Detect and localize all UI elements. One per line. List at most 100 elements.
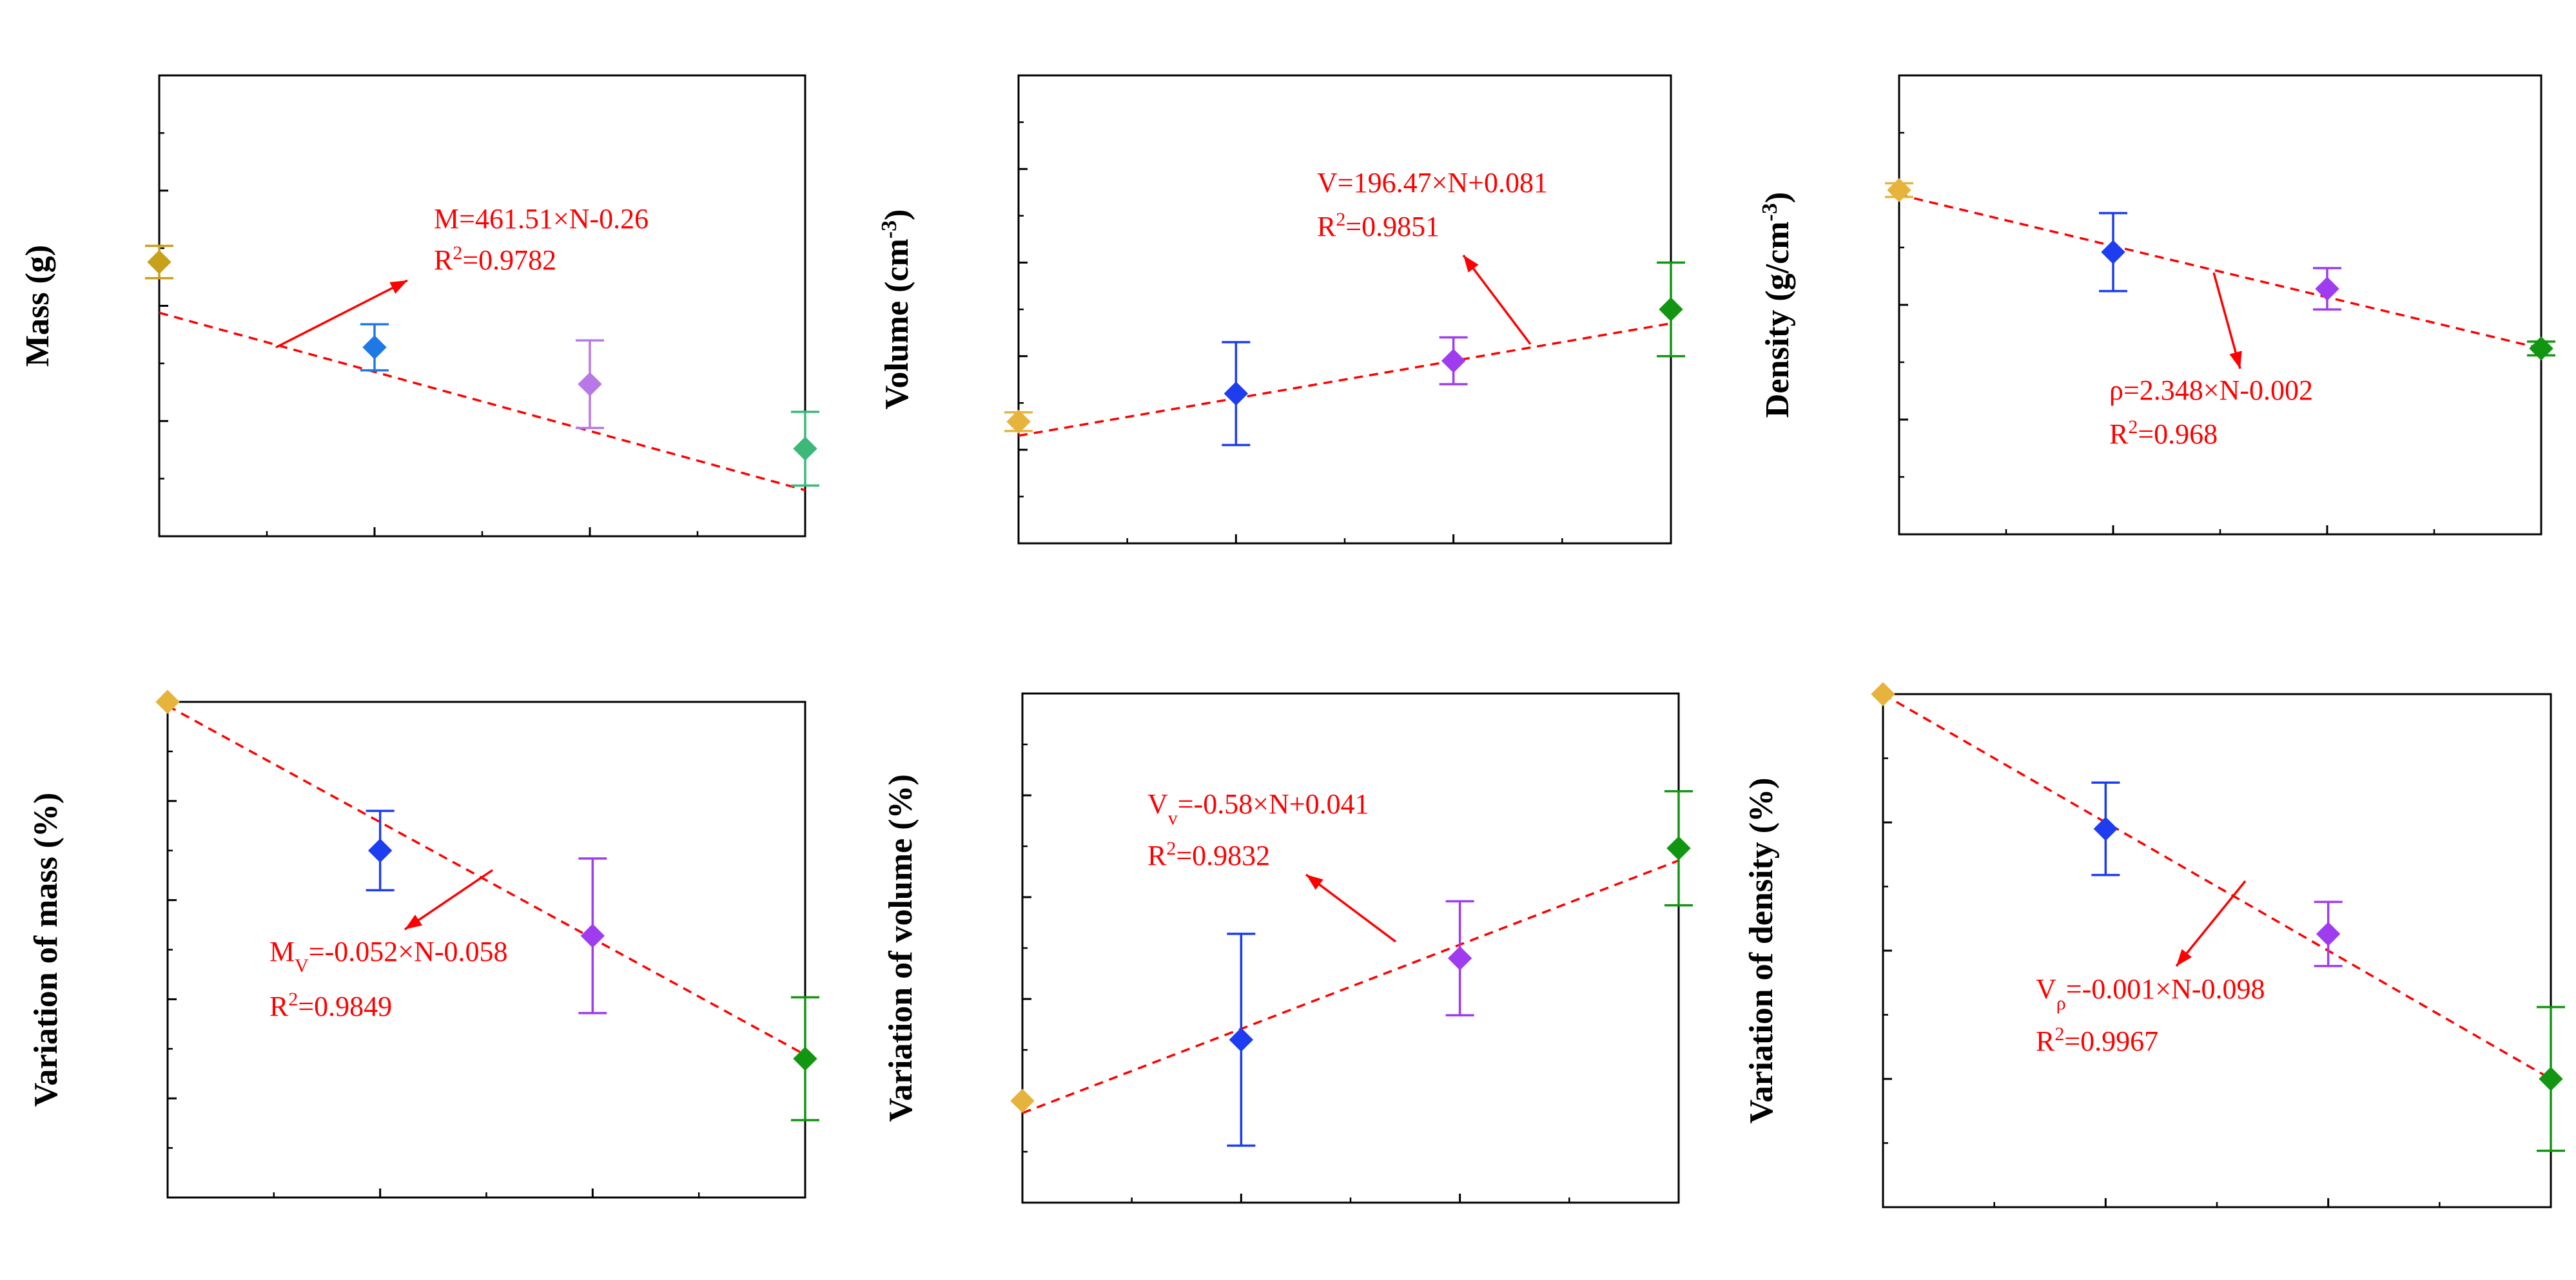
diamond-marker xyxy=(362,335,387,360)
data-point xyxy=(1004,409,1033,434)
data-point xyxy=(1222,341,1251,447)
data-point xyxy=(2537,1005,2565,1152)
data-point xyxy=(2091,781,2120,877)
r2-superscript: 2 xyxy=(2054,1023,2064,1045)
fit-equation: Vv=-0.58×N+0.041 xyxy=(1147,788,1369,829)
fit-equation-main: V xyxy=(1147,788,1168,820)
r2-value: =0.968 xyxy=(2138,418,2218,450)
diamond-marker xyxy=(1006,409,1031,434)
arrow-head xyxy=(1306,875,1323,890)
y-axis-title-end: ) xyxy=(1759,192,1796,203)
y-axis-title-text: Variation of volume (%) xyxy=(883,774,919,1122)
data-point xyxy=(1871,682,1895,706)
fit-r-squared: R2=0.9851 xyxy=(1317,209,1439,243)
r2-prefix: R xyxy=(434,244,453,276)
fit-r-squared: R2=0.9967 xyxy=(2036,1023,2158,1058)
data-point xyxy=(1664,790,1693,907)
diamond-marker xyxy=(1441,349,1466,373)
fit-r-squared: R2=0.9782 xyxy=(434,242,556,276)
fit-equation-sub: v xyxy=(1168,808,1178,829)
data-point xyxy=(791,996,819,1121)
data-point xyxy=(155,690,180,714)
r2-prefix: R xyxy=(1147,840,1167,871)
data-point xyxy=(2527,336,2555,361)
r2-value: =0.9849 xyxy=(298,991,392,1022)
panel-b: Volume (cm-3) V=196.47×N+0.081 R2=0.9851 xyxy=(877,74,1685,545)
data-point xyxy=(1010,1089,1035,1113)
diamond-marker xyxy=(2101,240,2125,264)
r2-prefix: R xyxy=(2036,1025,2055,1057)
diamond-marker xyxy=(2529,336,2553,361)
fit-equation-rest: =-0.58×N+0.041 xyxy=(1178,788,1369,820)
data-point xyxy=(360,323,389,372)
arrow-head xyxy=(1463,255,1479,273)
fit-line xyxy=(1022,859,1679,1114)
y-axis-title-text: Volume (cm xyxy=(879,238,915,409)
diamond-marker xyxy=(1224,381,1249,406)
data-point xyxy=(1227,933,1256,1147)
fit-r-squared: R2=0.9849 xyxy=(269,989,392,1023)
y-axis-title: Variation of volume (%) xyxy=(883,774,919,1122)
diamond-marker xyxy=(2316,922,2341,946)
r2-prefix: R xyxy=(269,991,289,1022)
data-point xyxy=(1445,900,1474,1017)
panel-f: Variation of density (%) Vρ=-0.001×N-0.09… xyxy=(1743,682,2565,1208)
data-point xyxy=(2314,900,2343,967)
plot-frame xyxy=(1898,74,2542,536)
data-point xyxy=(578,857,607,1014)
diamond-marker xyxy=(580,924,605,948)
diamond-marker xyxy=(793,1046,817,1071)
plot-frame xyxy=(1017,74,1672,545)
diamond-marker xyxy=(1871,682,1895,706)
annotation-arrow xyxy=(275,279,408,349)
y-axis-title: Density (g/cm-3) xyxy=(1758,192,1797,418)
r2-superscript: 2 xyxy=(1166,838,1176,859)
diamond-marker xyxy=(147,249,171,275)
fit-equation: MV=-0.052×N-0.058 xyxy=(269,936,508,976)
fit-equation-sub: V xyxy=(295,955,309,976)
fit-line xyxy=(1882,693,2552,1080)
arrow-shaft xyxy=(1305,873,1397,943)
diamond-marker xyxy=(1010,1089,1035,1113)
data-point xyxy=(2099,211,2127,293)
fit-line xyxy=(159,311,806,492)
annotation-arrow xyxy=(404,869,493,931)
y-axis-title-text: Variation of density (%) xyxy=(1743,778,1780,1124)
panel-e: Variation of volume (%) Vv=-0.58×N+0.041 R… xyxy=(883,692,1693,1204)
arrow-shaft xyxy=(1462,254,1532,345)
fit-equation-main: ρ=2.348×N-0.002 xyxy=(2109,374,2313,406)
arrow-head xyxy=(389,280,407,294)
fit-equation: M=461.51×N-0.26 xyxy=(434,203,649,235)
r2-value: =0.9967 xyxy=(2064,1025,2158,1057)
fit-equation: V=196.47×N+0.081 xyxy=(1317,167,1548,199)
arrow-shaft xyxy=(275,279,408,349)
annotation-arrow xyxy=(2212,272,2242,369)
r2-prefix: R xyxy=(1317,211,1336,242)
fit-equation-sub: ρ xyxy=(2056,993,2066,1014)
y-axis-title-end: ) xyxy=(879,209,915,220)
plot-frame xyxy=(158,74,806,538)
fit-equation-rest: =-0.052×N-0.058 xyxy=(309,936,508,967)
r2-superscript: 2 xyxy=(1336,209,1345,230)
r2-prefix: R xyxy=(2109,418,2129,450)
r2-value: =0.9832 xyxy=(1176,840,1270,871)
diamond-marker xyxy=(1666,836,1691,860)
arrow-head xyxy=(2229,351,2242,369)
fit-r-squared: R2=0.968 xyxy=(2109,416,2218,451)
r2-superscript: 2 xyxy=(288,989,298,1010)
data-point xyxy=(366,810,395,891)
r2-superscript: 2 xyxy=(2128,416,2138,438)
fit-equation-main: M xyxy=(269,936,295,967)
r2-superscript: 2 xyxy=(453,242,462,264)
r2-value: =0.9782 xyxy=(462,244,556,276)
panel-d: Variation of mass (%) MV=-0.052×N-0.058 R2… xyxy=(28,690,819,1199)
arrow-head xyxy=(405,915,423,929)
y-axis-title: Mass (g) xyxy=(19,245,56,367)
fit-equation-main: V xyxy=(2036,973,2056,1005)
data-point xyxy=(576,339,604,429)
panel-a: Mass (g) M=461.51×N-0.26 R2=0.9782 xyxy=(19,74,819,538)
arrow-shaft xyxy=(2175,880,2247,967)
fit-equation: ρ=2.348×N-0.002 xyxy=(2109,374,2313,406)
annotation-arrow xyxy=(1462,254,1532,345)
